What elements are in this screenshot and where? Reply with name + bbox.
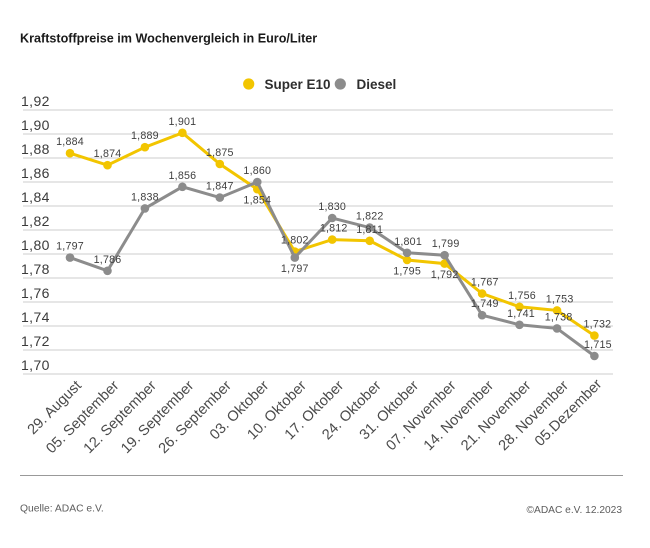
svg-text:1,756: 1,756 [508,290,536,302]
svg-text:1,84: 1,84 [21,189,50,205]
svg-text:1,860: 1,860 [243,165,271,177]
svg-text:1,847: 1,847 [206,181,234,193]
svg-text:1,732: 1,732 [584,319,612,331]
svg-text:1,795: 1,795 [393,266,421,278]
svg-text:1,830: 1,830 [318,201,346,213]
svg-text:1,749: 1,749 [471,298,499,310]
svg-text:1,74: 1,74 [21,309,50,325]
svg-text:Kraftstoffpreise im Wochenverg: Kraftstoffpreise im Wochenvergleich in E… [20,31,317,45]
svg-text:1,822: 1,822 [356,211,384,223]
svg-text:Diesel: Diesel [357,77,397,92]
svg-text:1,80: 1,80 [21,237,50,253]
svg-text:1,856: 1,856 [169,170,197,182]
svg-text:1,889: 1,889 [131,130,159,142]
svg-text:1,76: 1,76 [21,285,50,301]
svg-text:1,86: 1,86 [21,165,50,181]
svg-text:1,78: 1,78 [21,261,50,277]
svg-text:Super E10: Super E10 [265,77,331,92]
svg-text:1,792: 1,792 [431,269,459,281]
svg-text:1,797: 1,797 [56,241,84,253]
svg-text:1,901: 1,901 [169,116,197,128]
svg-text:1,753: 1,753 [546,293,574,305]
svg-text:1,88: 1,88 [21,141,50,157]
svg-text:1,802: 1,802 [281,235,309,247]
svg-text:1,786: 1,786 [94,254,122,266]
svg-text:1,812: 1,812 [320,223,348,235]
svg-text:1,92: 1,92 [21,93,50,109]
svg-text:1,838: 1,838 [131,191,159,203]
svg-text:1,767: 1,767 [471,277,499,289]
svg-text:1,90: 1,90 [21,117,50,133]
svg-text:Quelle: ADAC e.V.: Quelle: ADAC e.V. [20,504,104,515]
svg-text:1,874: 1,874 [94,148,122,160]
svg-text:1,82: 1,82 [21,213,50,229]
svg-text:1,811: 1,811 [356,224,383,236]
svg-text:1,797: 1,797 [281,263,309,275]
svg-text:1,70: 1,70 [21,357,50,373]
svg-text:1,854: 1,854 [243,195,271,207]
svg-text:1,799: 1,799 [432,238,460,250]
svg-text:1,875: 1,875 [206,147,234,159]
svg-text:1,715: 1,715 [584,339,612,351]
svg-text:1,72: 1,72 [21,333,50,349]
svg-text:1,801: 1,801 [394,236,422,248]
svg-text:1,738: 1,738 [545,311,573,323]
svg-text:1,884: 1,884 [56,136,84,148]
svg-text:©ADAC e.V. 12.2023: ©ADAC e.V. 12.2023 [527,505,623,516]
svg-text:1,741: 1,741 [507,308,535,320]
